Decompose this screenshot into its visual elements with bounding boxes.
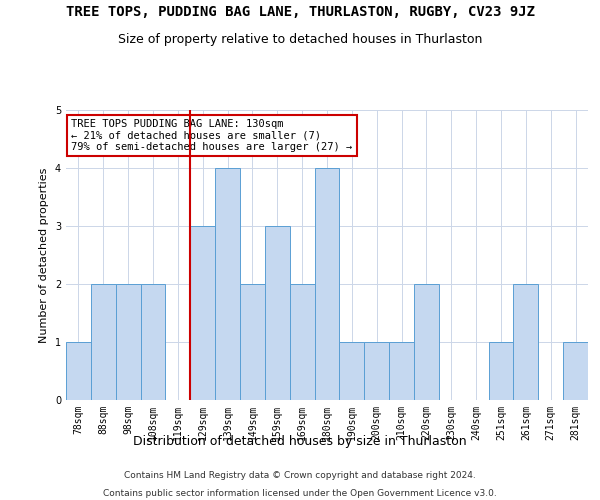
Text: Distribution of detached houses by size in Thurlaston: Distribution of detached houses by size … bbox=[133, 435, 467, 448]
Bar bbox=[314, 168, 340, 400]
Bar bbox=[215, 168, 240, 400]
Bar bbox=[140, 284, 166, 400]
Text: Contains public sector information licensed under the Open Government Licence v3: Contains public sector information licen… bbox=[103, 488, 497, 498]
Bar bbox=[389, 342, 414, 400]
Bar bbox=[364, 342, 389, 400]
Bar bbox=[116, 284, 140, 400]
Bar bbox=[563, 342, 588, 400]
Bar bbox=[488, 342, 514, 400]
Y-axis label: Number of detached properties: Number of detached properties bbox=[40, 168, 49, 342]
Bar bbox=[91, 284, 116, 400]
Text: Contains HM Land Registry data © Crown copyright and database right 2024.: Contains HM Land Registry data © Crown c… bbox=[124, 471, 476, 480]
Text: TREE TOPS, PUDDING BAG LANE, THURLASTON, RUGBY, CV23 9JZ: TREE TOPS, PUDDING BAG LANE, THURLASTON,… bbox=[65, 5, 535, 19]
Bar bbox=[66, 342, 91, 400]
Text: TREE TOPS PUDDING BAG LANE: 130sqm
← 21% of detached houses are smaller (7)
79% : TREE TOPS PUDDING BAG LANE: 130sqm ← 21%… bbox=[71, 118, 352, 152]
Text: Size of property relative to detached houses in Thurlaston: Size of property relative to detached ho… bbox=[118, 32, 482, 46]
Bar bbox=[190, 226, 215, 400]
Bar bbox=[340, 342, 364, 400]
Bar bbox=[290, 284, 314, 400]
Bar bbox=[265, 226, 290, 400]
Bar bbox=[514, 284, 538, 400]
Bar bbox=[414, 284, 439, 400]
Bar bbox=[240, 284, 265, 400]
